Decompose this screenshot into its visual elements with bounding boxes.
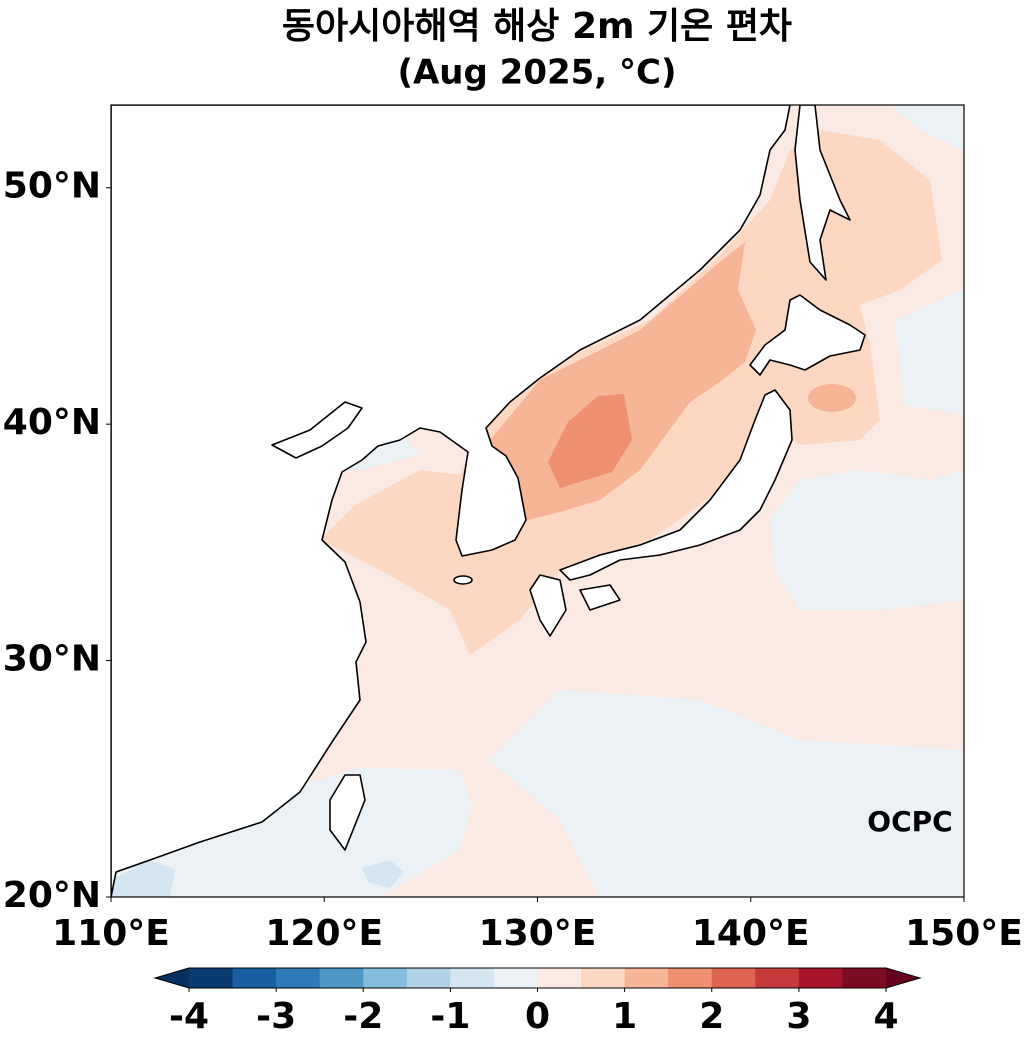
colorbar-bin — [668, 968, 713, 988]
colorbar-bin — [842, 968, 887, 988]
axes: 110°E 120°E 130°E 140°E 150°E 20°N 30°N 40°N 50°… — [3, 166, 1023, 954]
colorbar-tick-label: -1 — [430, 996, 470, 1037]
colorbar-bin — [798, 968, 843, 988]
colorbar-tick-label: 0 — [525, 996, 550, 1037]
colorbar-bin — [276, 968, 321, 988]
colorbar-bin — [232, 968, 277, 988]
y-tick-label: 40°N — [3, 402, 101, 443]
colorbar-tick-label: -3 — [256, 996, 296, 1037]
colorbar-bin — [493, 968, 538, 988]
colorbar-tick-label: 3 — [786, 996, 811, 1037]
colorbar-bin — [406, 968, 451, 988]
x-tick-label: 110°E — [52, 913, 170, 954]
y-tick-label: 50°N — [3, 166, 101, 207]
colorbar-tick-label: 2 — [699, 996, 724, 1037]
x-tick-label: 150°E — [905, 913, 1023, 954]
y-tick-label: 20°N — [3, 875, 101, 916]
colorbar-bin — [363, 968, 408, 988]
colorbar-bin — [624, 968, 669, 988]
x-tick-label: 130°E — [479, 913, 597, 954]
colorbar-extend-high — [886, 968, 920, 988]
colorbar-extend-low — [155, 968, 189, 988]
colorbar-bin — [755, 968, 800, 988]
logo: OCPC — [867, 805, 952, 838]
subtitle: (Aug 2025, °C) — [397, 53, 676, 93]
anomaly-field — [111, 105, 964, 897]
colorbar-bin — [581, 968, 626, 988]
colorbar-tick-label: 4 — [873, 996, 898, 1037]
colorbar-bin — [189, 968, 234, 988]
colorbar-tick-label: -2 — [343, 996, 383, 1037]
colorbar-tick-label: -4 — [169, 996, 209, 1037]
colorbar: -4 -3 -2 -1 0 1 2 3 4 — [153, 967, 922, 1037]
colorbar-tick-label: 1 — [612, 996, 637, 1037]
y-tick-label: 30°N — [3, 639, 101, 680]
x-tick-label: 120°E — [265, 913, 383, 954]
x-tick-label: 140°E — [692, 913, 810, 954]
colorbar-bin — [319, 968, 364, 988]
colorbar-bin — [711, 968, 756, 988]
title: 동아시아해역 해상 2m 기온 편차 — [282, 6, 792, 47]
colorbar-bin — [537, 968, 582, 988]
colorbar-bin — [450, 968, 495, 988]
